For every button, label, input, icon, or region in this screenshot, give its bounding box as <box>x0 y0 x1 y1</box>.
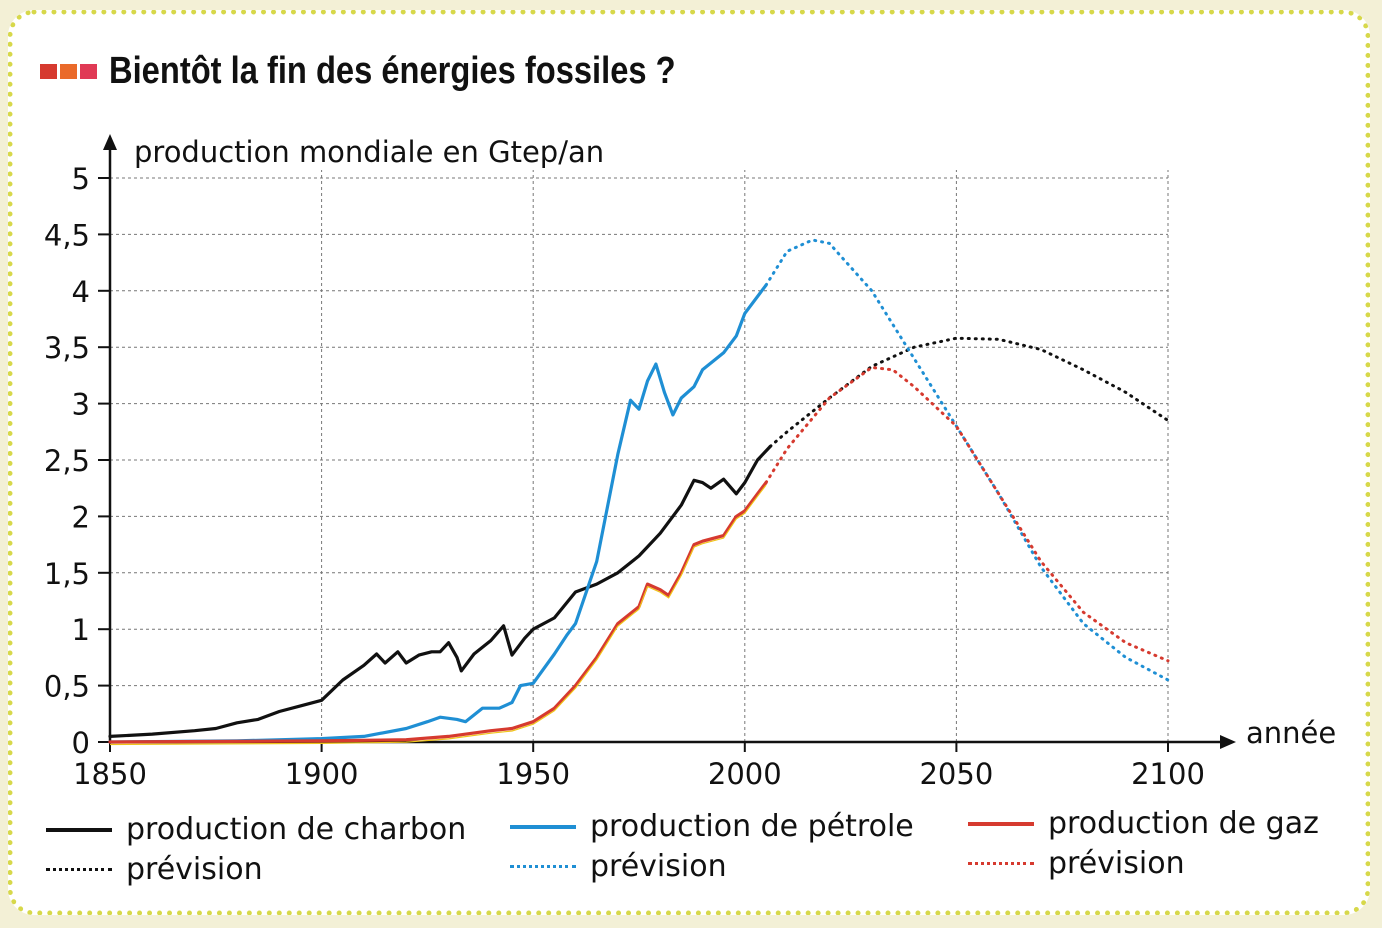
x-tick-label: 2100 <box>1131 757 1205 791</box>
y-tick-label: 2,5 <box>44 444 90 478</box>
series-forecast-prévision <box>764 238 1170 682</box>
title-marker-square <box>80 63 97 79</box>
legend-item-petrole-prevision: prévision <box>510 849 727 884</box>
series-forecast-prévision <box>768 336 1170 448</box>
series-forecast-prévision <box>764 366 1170 663</box>
legend-label: production de pétrole <box>590 809 914 844</box>
x-tick-label: 1900 <box>285 757 359 791</box>
y-tick-label: 3 <box>72 388 90 422</box>
figure-frame <box>8 10 1370 915</box>
x-axis-label: année <box>1246 716 1336 750</box>
legend-swatch <box>46 827 112 832</box>
y-tick-label: 1,5 <box>44 557 90 591</box>
legend-label: prévision <box>1048 846 1185 881</box>
y-axis-arrow <box>103 134 117 150</box>
y-tick-label: 0 <box>72 726 90 760</box>
series-production-de-pétrole <box>108 283 768 744</box>
legend-label: production de gaz <box>1048 806 1319 841</box>
series-production-de-charbon <box>108 444 772 738</box>
y-tick-label: 5 <box>72 162 90 196</box>
legend-swatch <box>968 862 1034 865</box>
legend-label: prévision <box>126 852 263 887</box>
x-tick-label: 2000 <box>708 757 782 791</box>
legend-item-charbon: production de charbon <box>46 812 466 847</box>
y-tick-label: 4 <box>72 275 90 309</box>
legend-item-gaz: production de gaz <box>968 806 1319 841</box>
y-tick-label: 2 <box>72 500 90 534</box>
x-tick-label: 1950 <box>496 757 570 791</box>
legend-swatch <box>46 868 112 871</box>
y-axis-label: production mondiale en Gtep/an <box>134 135 604 169</box>
title-marker-squares <box>40 63 97 79</box>
legend-swatch <box>510 824 576 829</box>
chart-axes <box>103 134 1236 749</box>
x-axis-arrow <box>1220 735 1236 749</box>
y-tick-label: 3,5 <box>44 331 90 365</box>
legend-label: production de charbon <box>126 812 467 847</box>
legend-swatch <box>510 865 576 868</box>
y-tick-label: 1 <box>72 613 90 647</box>
legend-item-petrole: production de pétrole <box>510 809 914 844</box>
title-marker-square <box>40 63 57 79</box>
legend-swatch <box>968 821 1034 826</box>
title-block: Bientôt la fin des énergies fossiles ? <box>40 46 768 96</box>
chart-series <box>108 238 1170 746</box>
series-gaz-highlight <box>109 484 767 746</box>
x-tick-label: 2050 <box>919 757 993 791</box>
chart-grid <box>110 170 1169 742</box>
legend-item-gaz-prevision: prévision <box>968 846 1185 881</box>
y-tick-label: 4,5 <box>44 218 90 252</box>
series-production-de-gaz <box>108 481 768 744</box>
x-tick-label: 1850 <box>73 757 147 791</box>
chart-tick-labels: 0 0,5 1 1,5 2 2,5 3 3,5 4 4,5 5 1850 1900 1950 2000 205… <box>44 162 1205 791</box>
title-marker-square <box>60 63 77 79</box>
legend-label: prévision <box>590 849 727 884</box>
chart-title: Bientôt la fin des énergies fossiles ? <box>109 49 676 92</box>
y-tick-label: 0,5 <box>44 670 90 704</box>
legend-item-charbon-prevision: prévision <box>46 852 263 887</box>
